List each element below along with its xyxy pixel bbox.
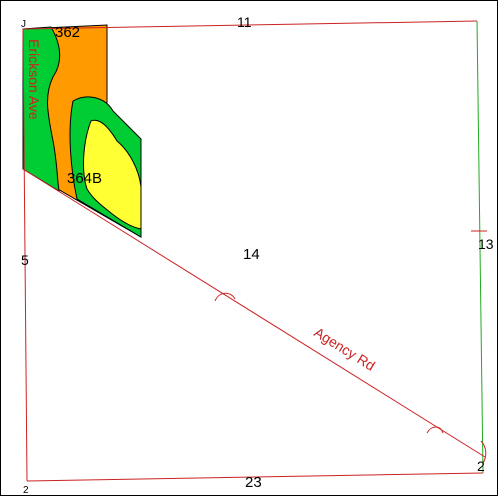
section-line-right <box>476 20 484 474</box>
agency-road-line[interactable] <box>22 168 486 458</box>
section-number-bottom-right: 2 <box>477 458 485 474</box>
road-culvert-symbol <box>426 426 444 434</box>
section-number-bottom-left: 2 <box>23 485 29 495</box>
road-label-agency: Agency Rd <box>311 324 378 374</box>
section-line-bottom <box>26 472 484 482</box>
section-number-right: 13 <box>478 236 494 252</box>
section-line-left <box>22 28 28 482</box>
road-culvert-symbol <box>214 292 236 302</box>
section-line-top <box>22 20 478 30</box>
soil-unit-label-362: 362 <box>55 24 80 41</box>
road-culvert-symbol <box>480 440 487 464</box>
soil-unit-364b-area[interactable] <box>83 119 142 230</box>
section-number-top: 11 <box>237 14 252 30</box>
section-number-center: 14 <box>243 246 260 263</box>
section-number-top-left: J <box>21 19 26 30</box>
green-zone-west[interactable] <box>22 26 61 192</box>
road-label-erickson: Erickson Ave <box>26 39 42 120</box>
section-number-bottom: 23 <box>245 474 262 491</box>
soil-unit-label-364b: 364B <box>67 170 102 187</box>
section-number-left: 5 <box>21 252 29 268</box>
